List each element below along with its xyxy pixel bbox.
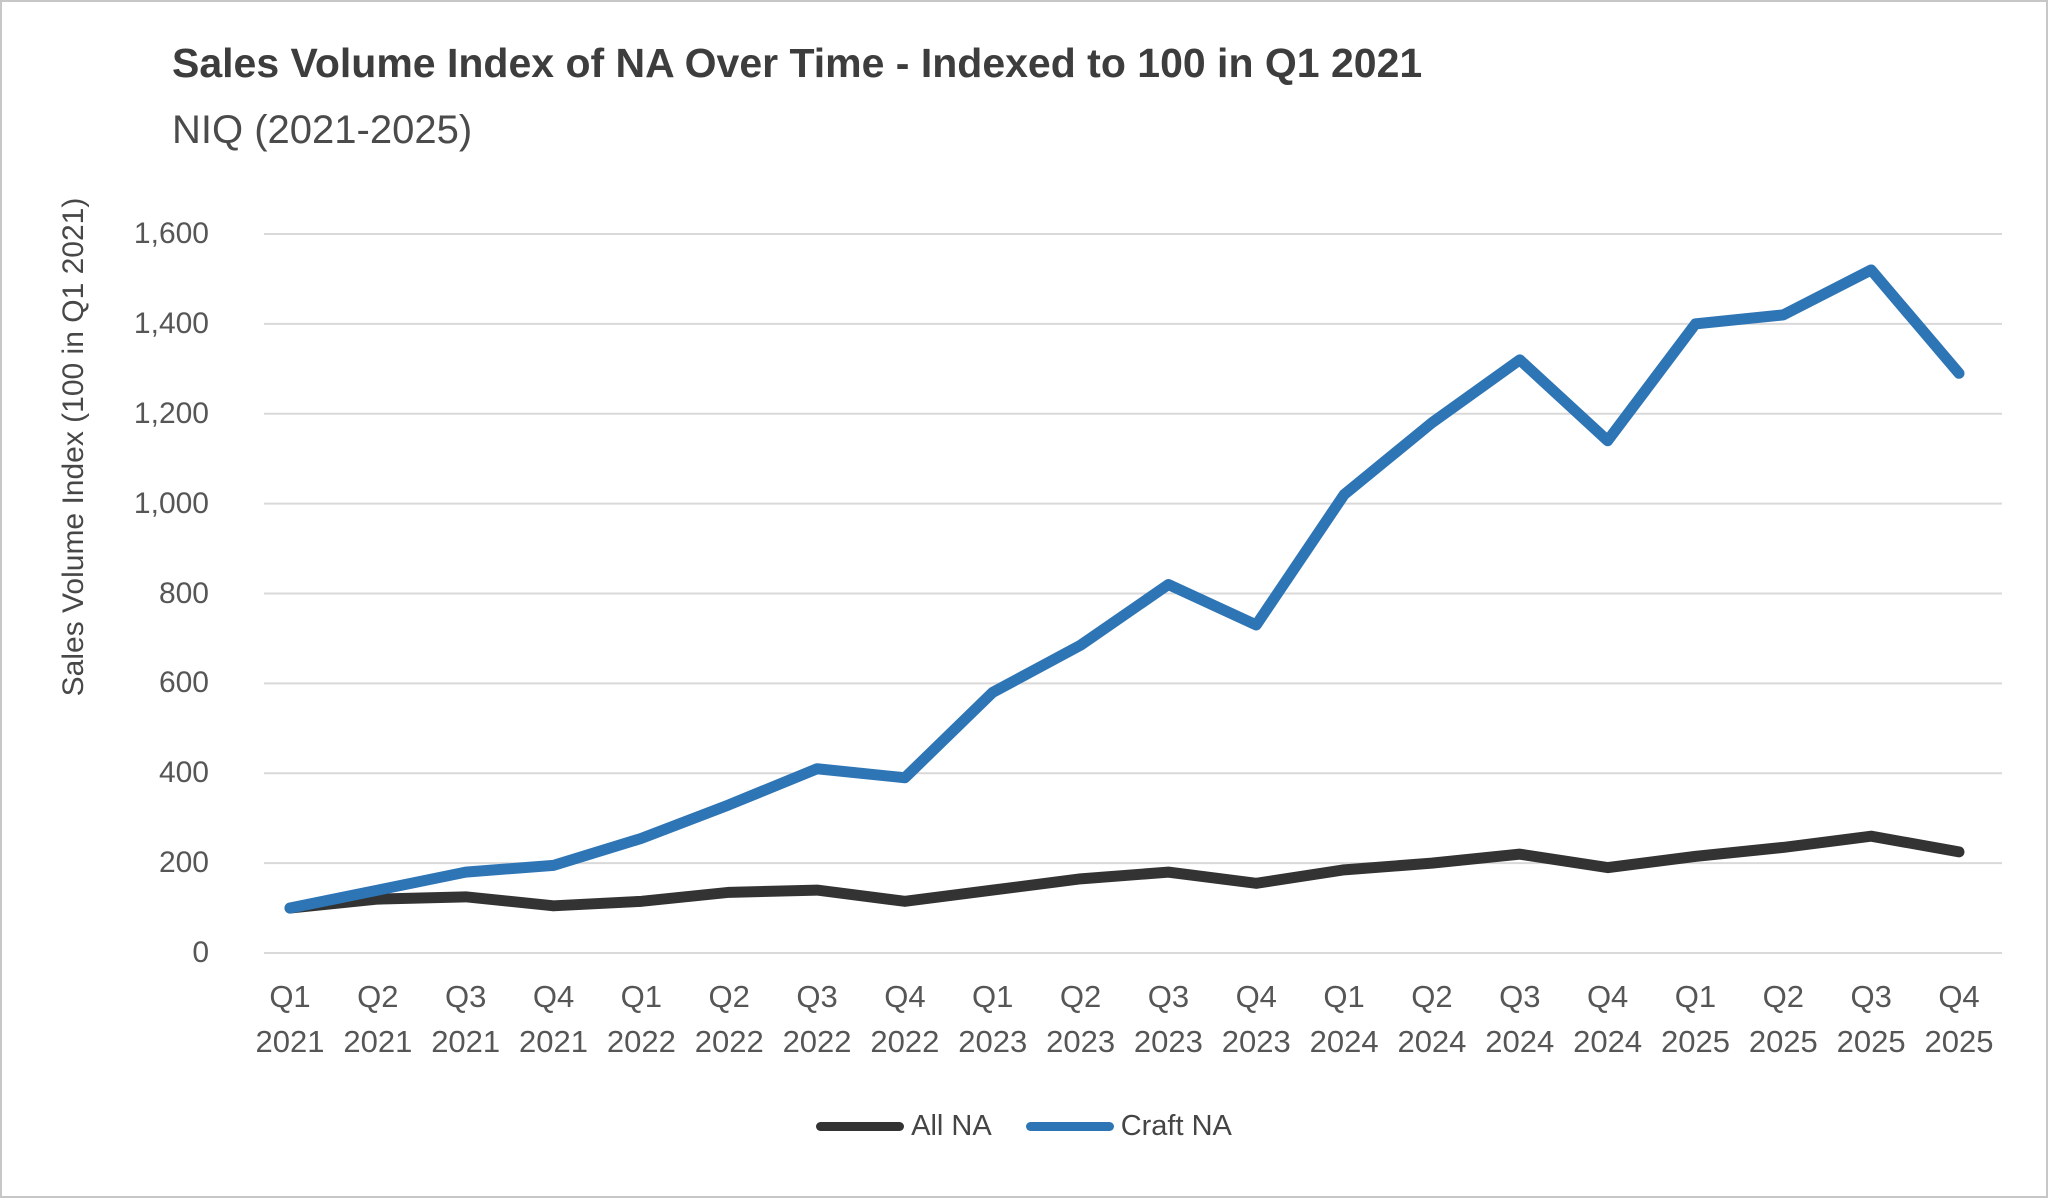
legend-label-craft-na: Craft NA <box>1120 1110 1232 1142</box>
series-line-all-na <box>284 830 1965 914</box>
y-tick-label: 200 <box>158 846 209 880</box>
x-tick-label: Q4 2024 <box>1573 979 1643 1059</box>
y-tick-label: 1,000 <box>133 486 209 520</box>
x-tick-label: Q3 2025 <box>1836 979 1906 1059</box>
x-tick-label: Q4 2022 <box>870 979 940 1059</box>
x-tick-label: Q1 2024 <box>1309 979 1379 1059</box>
x-tick-label: Q3 2022 <box>782 979 852 1059</box>
x-tick-label: Q2 2021 <box>343 979 413 1059</box>
x-tick-label: Q4 2025 <box>1924 979 1994 1059</box>
legend-item-all-na: All NA <box>816 1110 992 1143</box>
x-tick-label: Q4 2023 <box>1221 979 1291 1059</box>
legend-label-all-na: All NA <box>911 1110 992 1142</box>
y-tick-label: 1,200 <box>133 396 209 430</box>
x-tick-label: Q2 2025 <box>1748 979 1818 1059</box>
series-line-craft-na <box>284 264 1965 914</box>
y-tick-label: 800 <box>158 576 209 610</box>
y-tick-label: 1,600 <box>133 217 209 250</box>
x-tick-label: Q4 2021 <box>519 979 588 1059</box>
x-tick-label: Q3 2021 <box>431 979 501 1059</box>
x-tick-label: Q1 2022 <box>606 979 676 1059</box>
legend-swatch-all-na-icon <box>816 1122 905 1131</box>
x-tick-label: Q2 2023 <box>1046 979 1116 1059</box>
y-tick-label: 0 <box>192 936 209 969</box>
x-tick-label: Q2 2024 <box>1397 979 1467 1059</box>
x-tick-label: Q1 2023 <box>958 979 1028 1059</box>
x-tick-label: Q1 2021 <box>255 979 325 1059</box>
x-tick-label: Q3 2024 <box>1485 979 1555 1059</box>
x-tick-label: Q3 2023 <box>1133 979 1203 1059</box>
y-tick-label: 600 <box>158 666 209 700</box>
x-tick-label: Q2 2022 <box>694 979 764 1059</box>
x-tick-label: Q1 2025 <box>1660 979 1730 1059</box>
legend: All NA Craft NA <box>2 1110 2046 1143</box>
y-tick-label: 400 <box>158 756 209 790</box>
legend-item-craft-na: Craft NA <box>1025 1110 1232 1143</box>
legend-swatch-craft-na-icon <box>1025 1122 1114 1131</box>
chart-title: Sales Volume Index of NA Over Time - Ind… <box>172 40 1423 86</box>
y-tick-label: 1,400 <box>133 306 209 340</box>
chart-subtitle: NIQ (2021-2025) <box>172 108 473 152</box>
